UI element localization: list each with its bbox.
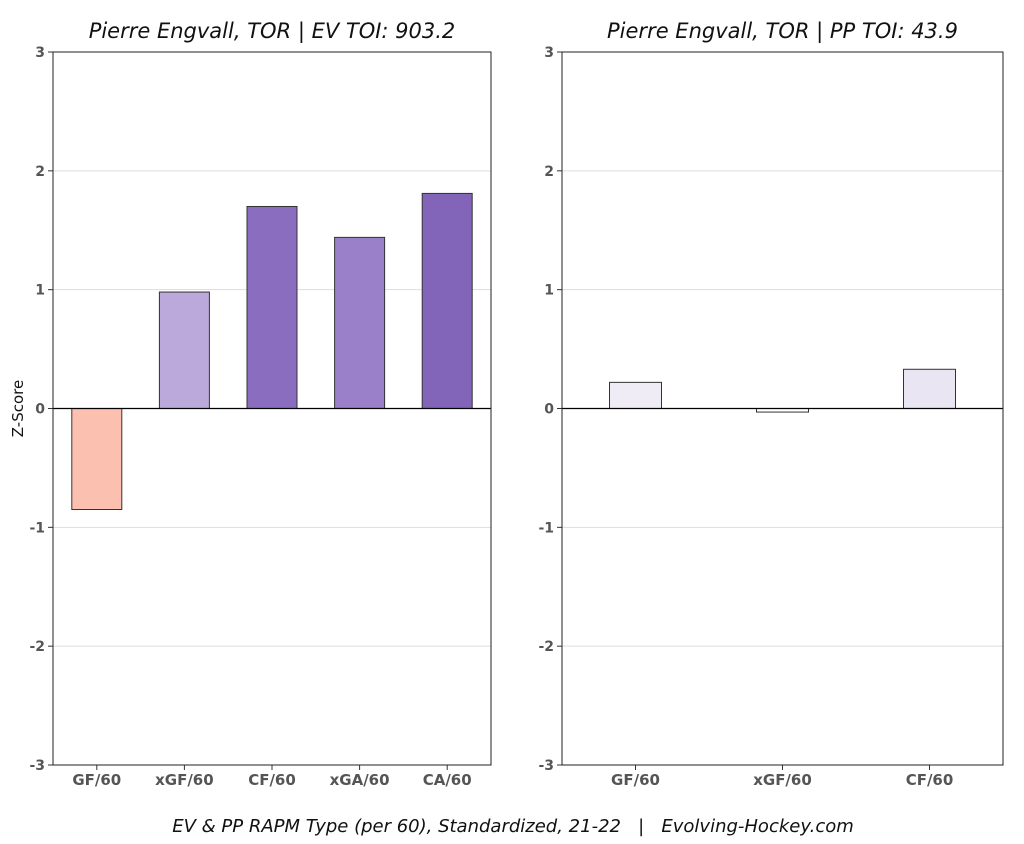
y-tick-label: 1 [544,283,554,299]
figure-caption: EV & PP RAPM Type (per 60), Standardized… [172,816,854,837]
bar-cf-60[interactable] [246,205,298,409]
y-tick-label: 3 [35,45,45,61]
plot-frame [561,51,1004,766]
panel-title: Pierre Engvall, TOR | EV TOI: 903.2 [89,19,456,44]
y-tick-label: -3 [29,758,45,774]
pp-rapm-panel: 3 2 1 0 -1 -2 -3 GF/60 xGF/60 CF/60 Pierre Engvall… [538,19,1004,789]
y-tick-label: 3 [544,45,554,61]
ev-rapm-panel: 3 2 1 0 -1 -2 -3 GF/60 xGF/60 CF/60 xGA/60 CA/60 Pie… [9,19,492,789]
y-tick-label: -1 [29,520,45,536]
x-category-label: GF/60 [611,771,660,789]
x-category-label: xGF/60 [155,771,214,789]
y-tick-label: 0 [544,402,554,418]
y-tick-label: -2 [29,639,45,655]
plot-frame [52,51,492,766]
bar-xgf-60[interactable] [158,291,210,409]
y-tick-label: 2 [544,164,554,180]
bar-xga-60[interactable] [334,236,386,409]
y-tick-label: -3 [538,758,554,774]
bar-gf-60[interactable] [71,408,123,511]
y-tick-label: 0 [35,402,45,418]
x-category-label: GF/60 [72,771,121,789]
x-category-label: CF/60 [906,771,954,789]
bar-ca-60[interactable] [421,192,473,409]
y-tick-label: 1 [35,283,45,299]
x-category-label: xGA/60 [330,771,390,789]
bar-cf-60[interactable] [903,368,956,410]
panel-title: Pierre Engvall, TOR | PP TOI: 43.9 [607,19,958,44]
y-axis-label: Z-Score [9,380,27,437]
y-tick-label: 2 [35,164,45,180]
y-tick-label: -1 [538,520,554,536]
x-category-label: CA/60 [423,771,472,789]
x-category-label: CF/60 [248,771,296,789]
y-tick-label: -2 [538,639,554,655]
x-category-label: xGF/60 [753,771,812,789]
bar-gf-60[interactable] [609,381,662,409]
